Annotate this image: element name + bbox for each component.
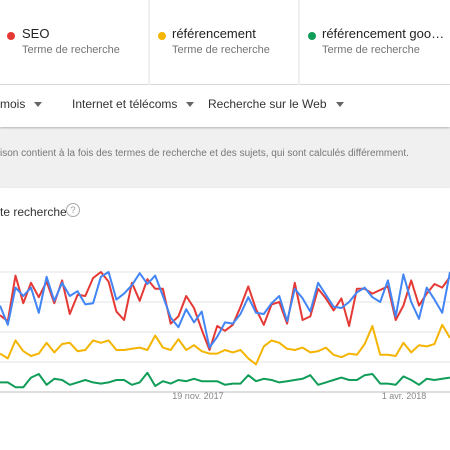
chevron-down-icon [335, 102, 344, 108]
period-value: mois [0, 97, 26, 111]
term-name: SEO [22, 26, 50, 41]
search-terms-bar: SEO Terme de recherche référencement Ter… [0, 0, 450, 85]
interest-chart: 19 nov. 2017 1 avr. 2018 [0, 271, 450, 401]
category-dropdown[interactable]: Internet et télécoms [72, 97, 195, 111]
help-icon[interactable]: ? [66, 203, 80, 217]
category-value: Internet et télécoms [72, 97, 178, 111]
series-color-dot [7, 32, 15, 40]
card-title: te recherche [0, 205, 67, 219]
x-tick-label: 19 nov. 2017 [172, 391, 223, 401]
series-line [0, 271, 450, 349]
term-card-seo[interactable]: SEO Terme de recherche [0, 0, 148, 85]
period-dropdown[interactable]: mois [0, 97, 43, 111]
series-color-dot [308, 32, 316, 40]
x-tick-label: 1 avr. 2018 [382, 391, 427, 401]
term-name: référencement goo… [322, 26, 445, 41]
series-line [0, 323, 450, 366]
term-type: Terme de recherche [22, 44, 120, 56]
series-line [0, 271, 450, 351]
filter-bar: mois Internet et télécoms Recherche sur … [0, 85, 450, 127]
search-type-dropdown[interactable]: Recherche sur le Web [208, 97, 344, 111]
term-card-referencement[interactable]: référencement Terme de recherche [150, 0, 298, 85]
comparison-notice: ison contient à la fois des termes de re… [0, 148, 409, 159]
interest-over-time-card: te recherche ? 19 nov. 2017 1 avr. 2018 [0, 188, 450, 450]
chevron-down-icon [186, 102, 195, 108]
series-line [0, 371, 450, 389]
term-type: Terme de recherche [172, 44, 270, 56]
term-name: référencement [172, 26, 256, 41]
chevron-down-icon [34, 102, 43, 108]
term-type: Terme de recherche [322, 44, 420, 56]
search-type-value: Recherche sur le Web [208, 97, 327, 111]
series-color-dot [158, 32, 166, 40]
term-card-referencement-google[interactable]: référencement goo… Terme de recherche [300, 0, 450, 85]
